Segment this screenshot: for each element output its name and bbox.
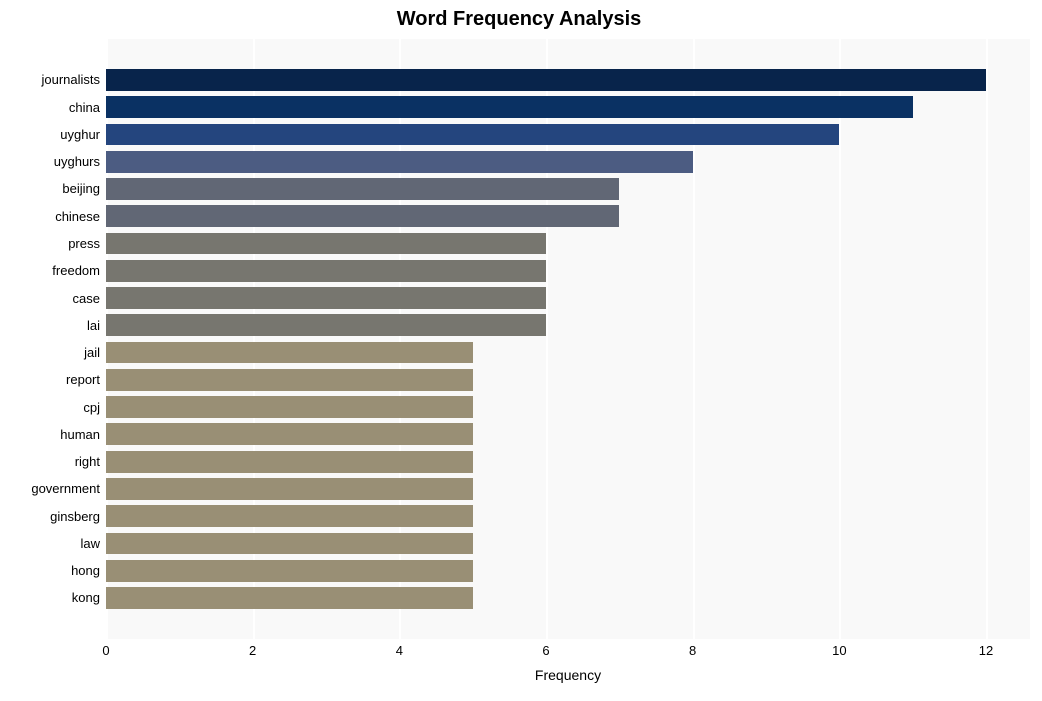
x-axis-spacer-2 (8, 663, 106, 683)
y-tick-label: china (8, 94, 106, 121)
y-tick-label: beijing (8, 175, 106, 202)
y-tick-label: case (8, 284, 106, 311)
bar-slot (106, 584, 1030, 611)
bar-slot (106, 148, 1030, 175)
bar-slot (106, 448, 1030, 475)
bars-layer (106, 39, 1030, 639)
bar (106, 124, 839, 146)
plot-area (106, 39, 1030, 639)
bar-slot (106, 230, 1030, 257)
bar (106, 69, 986, 91)
bar (106, 533, 473, 555)
x-axis-label: Frequency (106, 667, 1030, 683)
x-tick-label: 8 (689, 643, 696, 658)
bar (106, 396, 473, 418)
bar (106, 342, 473, 364)
bar-slot (106, 421, 1030, 448)
bar (106, 205, 619, 227)
bar-slot (106, 312, 1030, 339)
x-tick-label: 4 (396, 643, 403, 658)
bar-slot (106, 393, 1030, 420)
y-tick-label: uyghurs (8, 148, 106, 175)
bar-slot (106, 175, 1030, 202)
y-tick-label: press (8, 230, 106, 257)
bar-slot (106, 121, 1030, 148)
x-tick-label: 10 (832, 643, 846, 658)
y-tick-label: kong (8, 584, 106, 611)
bar (106, 287, 546, 309)
bar (106, 451, 473, 473)
y-tick-label: journalists (8, 66, 106, 93)
word-frequency-chart: Word Frequency Analysis journalistschina… (0, 0, 1042, 701)
bar-slot (106, 203, 1030, 230)
bar (106, 505, 473, 527)
y-tick-label: law (8, 530, 106, 557)
y-tick-label: uyghur (8, 121, 106, 148)
bar (106, 478, 473, 500)
y-axis: journalistschinauyghuruyghursbeijingchin… (8, 39, 106, 639)
bar-slot (106, 66, 1030, 93)
y-tick-label: cpj (8, 393, 106, 420)
chart-title: Word Frequency Analysis (8, 8, 1030, 31)
bar (106, 151, 693, 173)
bar (106, 369, 473, 391)
bar (106, 233, 546, 255)
y-tick-label: government (8, 475, 106, 502)
bar (106, 178, 619, 200)
bar-slot (106, 339, 1030, 366)
y-tick-label: freedom (8, 257, 106, 284)
x-tick-label: 2 (249, 643, 256, 658)
y-tick-label: jail (8, 339, 106, 366)
y-tick-label: chinese (8, 203, 106, 230)
bar (106, 560, 473, 582)
bar-slot (106, 284, 1030, 311)
bar-slot (106, 475, 1030, 502)
bar (106, 587, 473, 609)
bar (106, 423, 473, 445)
bar (106, 314, 546, 336)
y-tick-label: report (8, 366, 106, 393)
bar-slot (106, 557, 1030, 584)
bar-slot (106, 503, 1030, 530)
bar-slot (106, 257, 1030, 284)
plot-row: journalistschinauyghuruyghursbeijingchin… (8, 39, 1030, 639)
x-ticks: 024681012 (106, 643, 1030, 659)
x-axis-spacer (8, 643, 106, 659)
y-tick-label: lai (8, 312, 106, 339)
y-tick-label: right (8, 448, 106, 475)
bar (106, 260, 546, 282)
y-tick-label: ginsberg (8, 503, 106, 530)
bar (106, 96, 913, 118)
x-axis-row: 0 2 4 6 8 10 12 (8, 643, 1030, 659)
y-tick-label: human (8, 421, 106, 448)
y-tick-label: hong (8, 557, 106, 584)
x-tick-label: 12 (979, 643, 993, 658)
bar-slot (106, 366, 1030, 393)
x-tick-label: 0 (102, 643, 109, 658)
bar-slot (106, 530, 1030, 557)
bar-slot (106, 94, 1030, 121)
x-label-row: Frequency (8, 663, 1030, 683)
x-tick-label: 6 (542, 643, 549, 658)
